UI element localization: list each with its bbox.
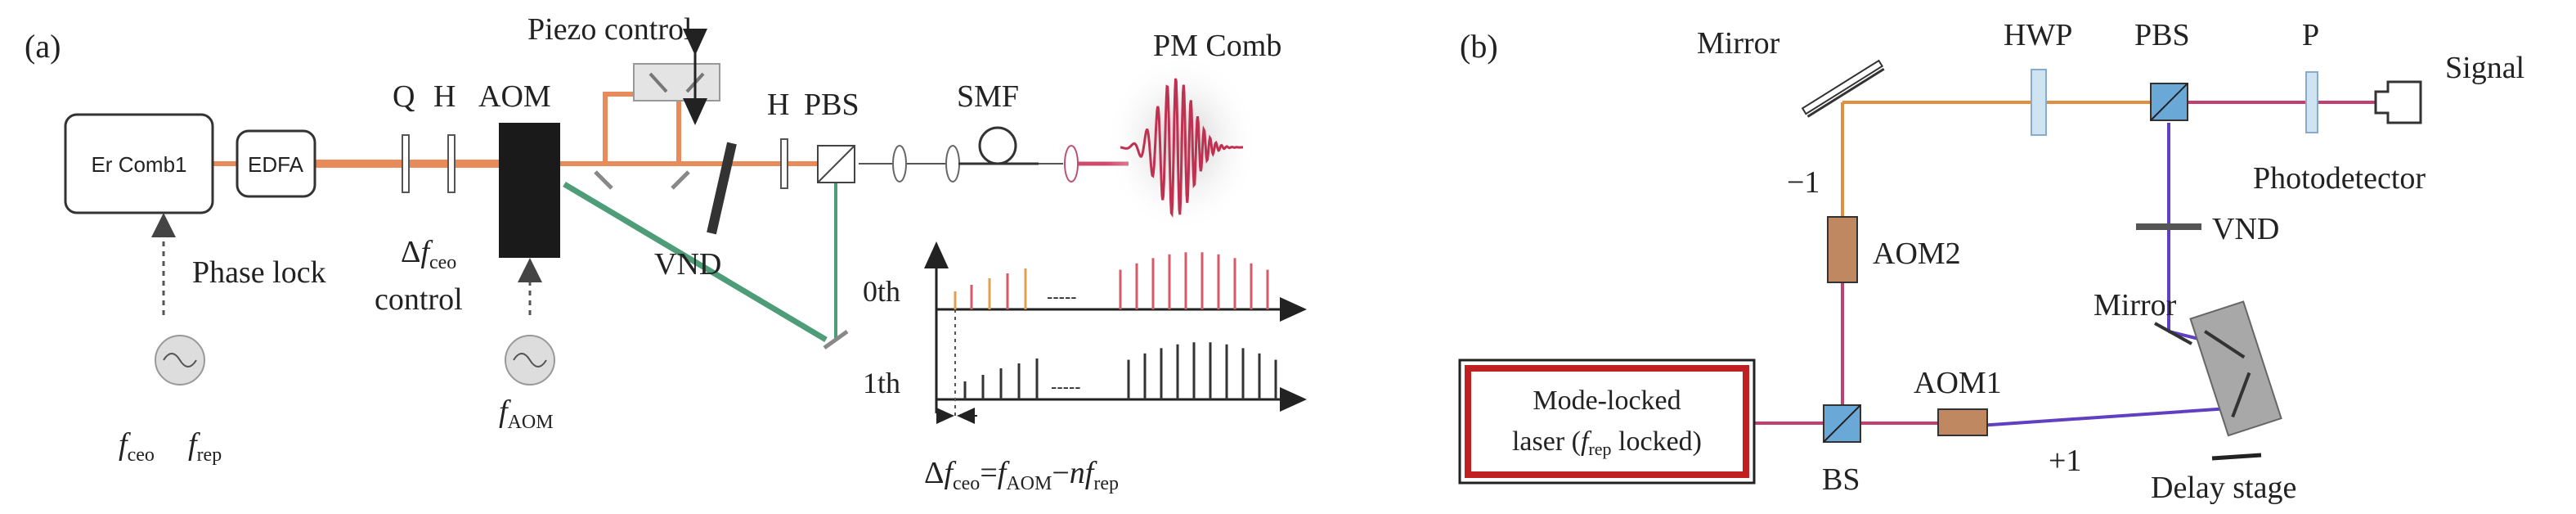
half-wave-plate-2 (780, 138, 788, 189)
pbs-diagonal-b (2150, 83, 2188, 121)
teeth-dots-1th: ----- (1051, 376, 1081, 397)
aom-label: AOM (478, 79, 551, 114)
er-comb-box (64, 113, 214, 214)
sine-icon (163, 353, 197, 367)
order-1th-label: 1th (863, 367, 900, 399)
delay-stage-label: Delay stage (2151, 471, 2296, 505)
vnd-label-b: VND (2212, 212, 2279, 246)
quarter-wave-plate (402, 134, 410, 193)
delta-fceo-label: Δfceo (401, 235, 456, 273)
aom1-crystal (1937, 408, 1988, 436)
panel-a: (a) Er Comb1 EDFA Q H AOM Piezo control (25, 12, 1307, 494)
vnd-filter (707, 142, 737, 235)
photodetector-icon (2374, 80, 2422, 124)
photodetector-label: Photodetector (2253, 161, 2426, 196)
vnd-filter-b (2136, 223, 2201, 230)
offset-equation: Δfceo=fAOM−nfrep (924, 456, 1119, 494)
pm-comb-pulse (1120, 78, 1243, 218)
delay-stage-rail (2211, 453, 2262, 461)
order-0th-label: 0th (863, 275, 900, 308)
laser-box-inner (1465, 365, 1749, 478)
smf-label: SMF (957, 79, 1019, 114)
pbs-label-a: PBS (804, 88, 859, 122)
panel-b-tag: (b) (1460, 28, 1498, 65)
piezo-label: Piezo control (527, 12, 693, 47)
f-ceo-label: fceo (119, 427, 155, 466)
panel-a-tag: (a) (25, 28, 61, 65)
f-rep-label: frep (188, 427, 222, 466)
phase-lock-label: Phase lock (192, 255, 326, 290)
turn-mirror-2 (671, 170, 690, 190)
aom2-label: AOM2 (1873, 237, 1961, 271)
mirror-top-label: Mirror (1697, 26, 1780, 61)
delay-stage (2189, 300, 2282, 437)
aom2-crystal (1827, 216, 1858, 283)
h2-label: H (767, 88, 789, 122)
beam-aom1-delay (1978, 406, 2242, 427)
order-plus-one-label: +1 (2049, 444, 2081, 478)
comb-spectrum-inset: 0th 1th ----- ----- (863, 241, 1307, 424)
teeth-dots-0th: ----- (1047, 286, 1077, 307)
mirror-right-label: Mirror (2094, 288, 2177, 322)
mirror-top (1801, 59, 1885, 118)
beam-first-order (563, 181, 828, 343)
hwp-plate (2031, 69, 2047, 136)
f-aom-label: fAOM (499, 395, 554, 433)
h1-label: H (433, 79, 456, 114)
sine-icon-2 (513, 353, 547, 367)
aom1-label: AOM1 (1914, 366, 2002, 400)
turn-mirror-1 (594, 170, 613, 190)
pbs-diagonal-a (817, 145, 855, 183)
edfa-box (236, 129, 316, 198)
er-comb-label: Er Comb1 (91, 152, 186, 177)
bs-diagonal (1823, 404, 1861, 443)
panel-b: (b) Mirror −1 HWP PBS P Signal Photod (1458, 18, 2524, 505)
pm-comb-label: PM Comb (1153, 29, 1281, 63)
aom-crystal (499, 123, 560, 258)
laser-label-line2: laser (frep locked) (1512, 426, 1702, 459)
mirror-right (2154, 322, 2192, 345)
order-minus-one-label: −1 (1787, 165, 1820, 200)
mirror-below-pbs (823, 329, 849, 350)
edfa-label: EDFA (248, 152, 304, 177)
smf-coil (978, 126, 1017, 165)
lens-2 (945, 145, 960, 183)
half-wave-plate-1 (447, 134, 456, 193)
hwp-label: HWP (2004, 18, 2072, 52)
p-label: P (2302, 18, 2319, 52)
pbs-label-b: PBS (2134, 18, 2190, 52)
piezo-stage (633, 63, 720, 101)
bs-label: BS (1822, 462, 1860, 497)
beam-piezo-loop (603, 92, 681, 164)
vnd-label: VND (654, 247, 721, 282)
lens-1 (892, 145, 907, 183)
polarizer (2305, 71, 2318, 133)
lens-3 (1064, 145, 1079, 183)
piezo-mirror-left (648, 72, 668, 93)
laser-label-line1: Mode-locked (1533, 386, 1681, 416)
q-label: Q (393, 79, 415, 114)
control-label: control (375, 282, 463, 317)
signal-label: Signal (2445, 51, 2524, 85)
